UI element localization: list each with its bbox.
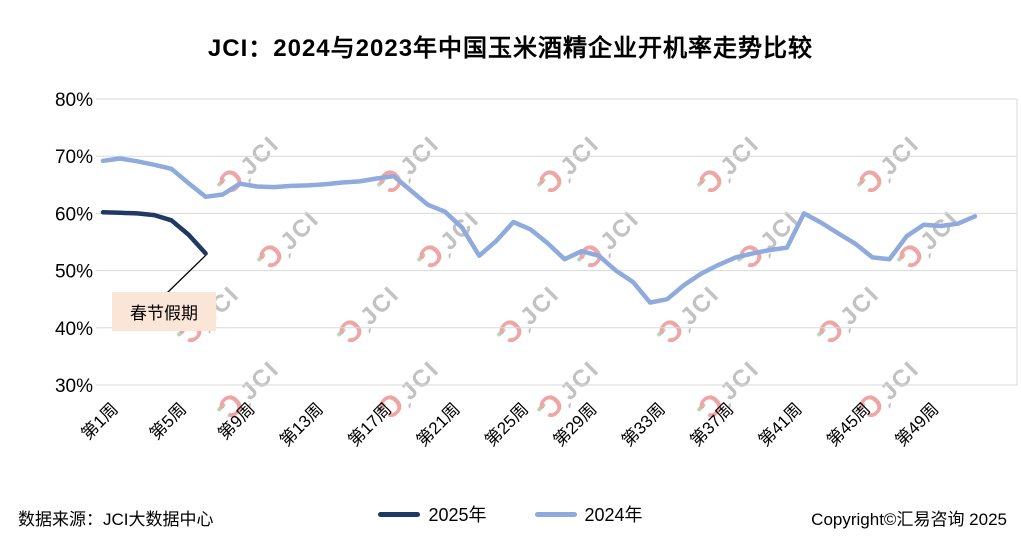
x-axis-label-week-49: 第49周 <box>892 399 943 450</box>
y-axis-label-50: 50% <box>55 262 93 283</box>
legend-label-2024: 2024年 <box>584 505 643 525</box>
x-axis-label-week-9: 第9周 <box>214 399 258 443</box>
copyright-text: Copyright©汇易咨询 2025 <box>811 510 1007 529</box>
y-axis-label-80: 80% <box>55 90 93 111</box>
x-axis-label-week-29: 第29周 <box>550 399 601 450</box>
y-axis-label-70: 70% <box>55 147 93 168</box>
x-axis-label-week-1: 第1周 <box>78 399 122 443</box>
x-axis-label-week-33: 第33周 <box>618 399 669 450</box>
legend-item-2025: 2025年 <box>378 501 487 527</box>
x-axis-label-week-21: 第21周 <box>413 399 464 450</box>
x-axis-label-week-45: 第45周 <box>823 399 874 450</box>
legend-item-2024: 2024年 <box>534 501 643 527</box>
y-axis-label-60: 60% <box>55 204 93 225</box>
series-line-2024年 <box>100 156 978 305</box>
legend-swatch-2025-line <box>378 511 421 517</box>
data-source-text: 数据来源：JCI大数据中心 <box>18 510 214 529</box>
annotation-spring-festival-box: 春节假期 <box>112 292 216 331</box>
x-axis-label-week-13: 第13周 <box>276 399 327 450</box>
legend: 2025年 2024年 <box>0 501 1021 527</box>
series-line-2025年 <box>100 210 208 256</box>
y-axis-label-30: 30% <box>55 376 93 397</box>
x-axis-label-week-17: 第17周 <box>345 399 396 450</box>
x-axis-label-week-41: 第41周 <box>755 399 806 450</box>
chart-title: JCI：2024与2023年中国玉米酒精企业开机率走势比较 <box>207 35 814 62</box>
x-axis-label-week-25: 第25周 <box>481 399 532 450</box>
y-axis-label-40: 40% <box>55 319 93 340</box>
legend-swatch-2024-line <box>534 511 577 517</box>
legend-label-2025: 2025年 <box>428 505 487 525</box>
x-axis-label-week-37: 第37周 <box>687 399 738 450</box>
annotation-callout-line <box>166 254 207 294</box>
x-axis-label-week-5: 第5周 <box>146 399 190 443</box>
